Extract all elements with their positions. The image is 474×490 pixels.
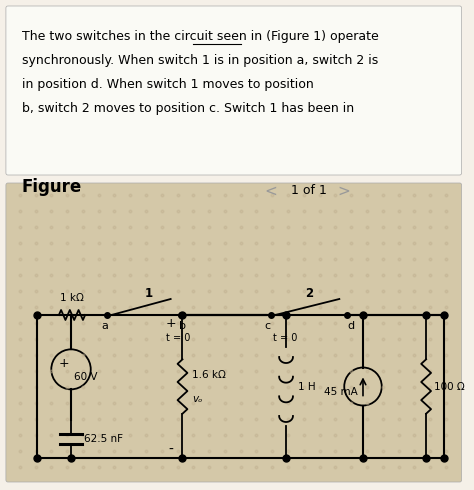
- Text: c: c: [264, 321, 270, 331]
- Text: +: +: [165, 317, 176, 329]
- Text: t = 0: t = 0: [166, 333, 191, 343]
- FancyBboxPatch shape: [6, 6, 462, 175]
- Text: 1 of 1: 1 of 1: [291, 184, 327, 197]
- Text: 1.6 kΩ: 1.6 kΩ: [192, 369, 226, 379]
- Text: d: d: [347, 321, 355, 331]
- Text: 45 mA: 45 mA: [324, 387, 358, 396]
- Text: +: +: [59, 357, 69, 370]
- FancyBboxPatch shape: [6, 183, 462, 482]
- Text: t = 0: t = 0: [273, 333, 298, 343]
- Text: -: -: [168, 443, 173, 457]
- Text: 60 V: 60 V: [74, 372, 98, 382]
- Text: 1: 1: [145, 287, 153, 300]
- Text: b, switch 2 moves to position c. Switch 1 has been in: b, switch 2 moves to position c. Switch …: [22, 102, 354, 115]
- Text: in position d. When switch 1 moves to position: in position d. When switch 1 moves to po…: [22, 78, 313, 91]
- Text: synchronously. When switch 1 is in position a, switch 2 is: synchronously. When switch 1 is in posit…: [22, 54, 378, 67]
- Text: >: >: [337, 184, 350, 199]
- Text: vₒ: vₒ: [192, 393, 203, 403]
- Text: 62.5 nF: 62.5 nF: [84, 434, 123, 444]
- Text: b: b: [179, 321, 186, 331]
- Text: 100 Ω: 100 Ω: [434, 382, 465, 392]
- Text: 1 kΩ: 1 kΩ: [60, 293, 84, 303]
- Text: 1 H: 1 H: [298, 382, 316, 392]
- Text: Figure: Figure: [22, 178, 82, 196]
- Text: <: <: [264, 184, 277, 199]
- Text: 2: 2: [305, 287, 313, 300]
- Text: The two switches in the circuit seen in (Figure 1) operate: The two switches in the circuit seen in …: [22, 30, 378, 43]
- Text: a: a: [101, 321, 108, 331]
